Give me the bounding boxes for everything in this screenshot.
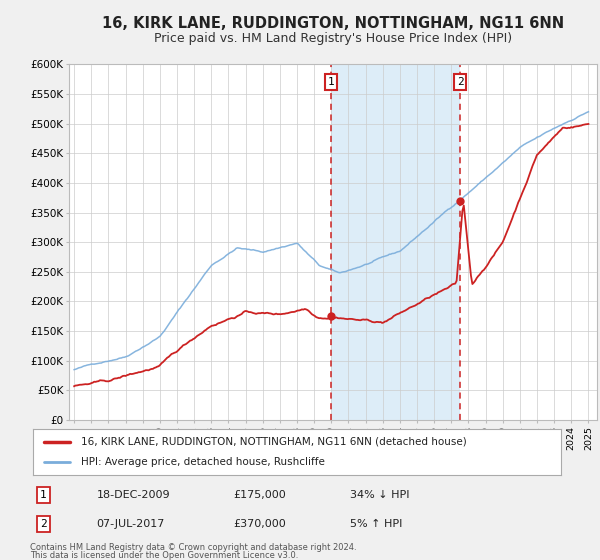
Text: 07-JUL-2017: 07-JUL-2017	[97, 519, 165, 529]
Text: 1: 1	[40, 490, 47, 500]
Text: This data is licensed under the Open Government Licence v3.0.: This data is licensed under the Open Gov…	[30, 551, 298, 560]
Text: 1: 1	[328, 77, 334, 87]
Text: 2: 2	[40, 519, 47, 529]
Text: Contains HM Land Registry data © Crown copyright and database right 2024.: Contains HM Land Registry data © Crown c…	[30, 543, 356, 552]
Text: 18-DEC-2009: 18-DEC-2009	[97, 490, 170, 500]
Text: HPI: Average price, detached house, Rushcliffe: HPI: Average price, detached house, Rush…	[80, 457, 325, 467]
Text: Price paid vs. HM Land Registry's House Price Index (HPI): Price paid vs. HM Land Registry's House …	[154, 31, 512, 45]
Text: 16, KIRK LANE, RUDDINGTON, NOTTINGHAM, NG11 6NN (detached house): 16, KIRK LANE, RUDDINGTON, NOTTINGHAM, N…	[80, 437, 466, 447]
Text: 16, KIRK LANE, RUDDINGTON, NOTTINGHAM, NG11 6NN: 16, KIRK LANE, RUDDINGTON, NOTTINGHAM, N…	[102, 16, 564, 31]
Text: £370,000: £370,000	[233, 519, 286, 529]
Text: 2: 2	[457, 77, 464, 87]
Text: 5% ↑ HPI: 5% ↑ HPI	[350, 519, 402, 529]
Text: £175,000: £175,000	[233, 490, 286, 500]
Text: 34% ↓ HPI: 34% ↓ HPI	[350, 490, 409, 500]
Bar	[331, 64, 460, 420]
